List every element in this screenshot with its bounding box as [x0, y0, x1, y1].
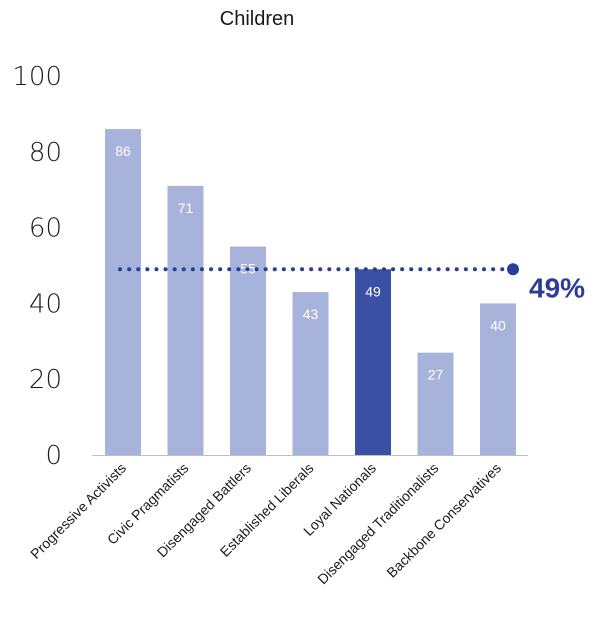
bar	[417, 352, 454, 455]
data-label: 86	[115, 143, 131, 159]
bar	[105, 129, 141, 455]
y-tick-label: 100	[12, 62, 62, 92]
x-tick-label: Backbone Conservatives	[383, 460, 504, 581]
y-tick-label: 40	[29, 289, 62, 319]
data-label: 71	[178, 200, 194, 216]
bar	[167, 185, 204, 455]
data-label: 27	[428, 367, 444, 383]
bar	[355, 269, 391, 455]
bar	[292, 292, 329, 455]
data-label: 49	[365, 283, 381, 299]
bars	[105, 129, 516, 455]
reference-line-label: 49%	[529, 272, 585, 303]
y-tick-label: 20	[29, 365, 62, 395]
y-axis: 0 20 40 60 80 100	[12, 62, 62, 471]
data-label: 40	[490, 317, 506, 333]
y-tick-label: 0	[45, 441, 62, 471]
y-tick-label: 80	[29, 138, 62, 168]
x-tick-label: Disengaged Traditionalists	[314, 460, 441, 587]
reference-line-marker	[507, 263, 519, 276]
bar	[230, 246, 266, 455]
reference-line-group: 49%	[118, 263, 585, 303]
y-tick-label: 60	[29, 214, 62, 244]
data-labels: 86715543492740	[115, 143, 506, 383]
data-label: 43	[303, 306, 319, 322]
chart-title: Children	[220, 8, 294, 30]
bar	[480, 303, 516, 455]
